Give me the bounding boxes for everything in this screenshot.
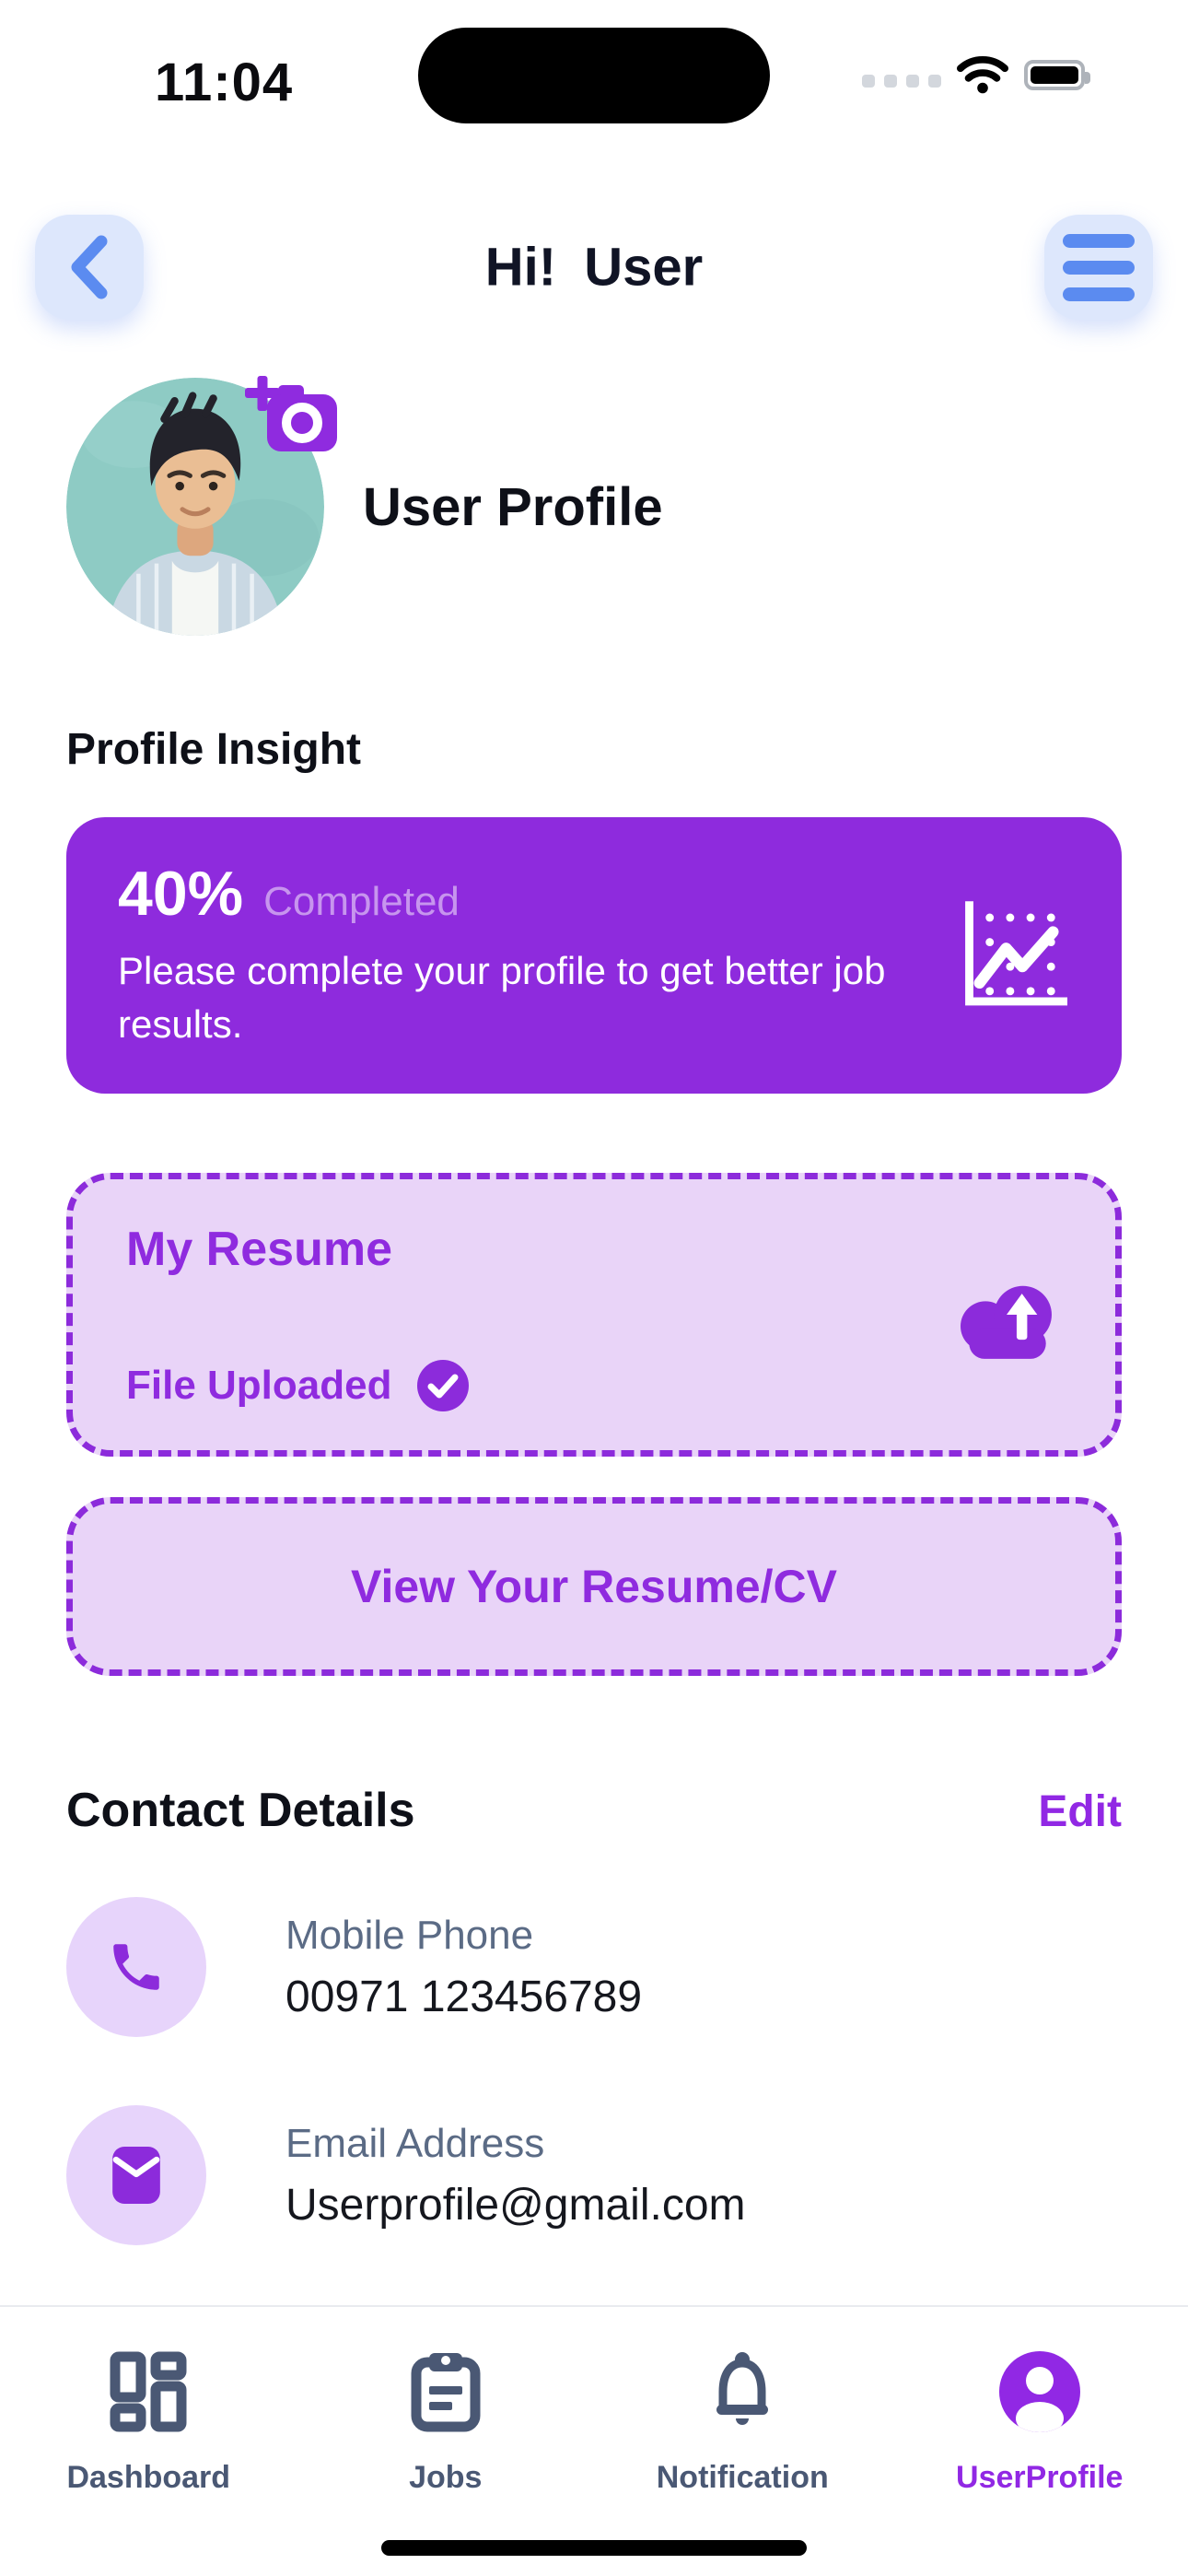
contact-heading: Contact Details — [66, 1784, 415, 1837]
email-icon — [112, 2147, 160, 2204]
nav-item-notification[interactable]: Notification — [594, 2307, 891, 2576]
insight-progress: 40% Completed — [118, 858, 1070, 930]
menu-button[interactable] — [1044, 215, 1153, 320]
profile-section-title: User Profile — [363, 476, 663, 537]
file-status-row: File Uploaded — [126, 1358, 471, 1413]
contact-label-phone: Mobile Phone — [285, 1912, 534, 1958]
contact-value-email: Userprofile@gmail.com — [285, 2180, 746, 2230]
nav-item-userprofile[interactable]: UserProfile — [891, 2307, 1188, 2576]
nav-label-dashboard: Dashboard — [66, 2460, 231, 2495]
insight-percent: 40% — [118, 859, 244, 929]
phone-icon — [113, 1944, 159, 1990]
jobs-icon — [411, 2353, 481, 2432]
view-resume-button[interactable]: View Your Resume/CV — [66, 1497, 1122, 1676]
notification-icon — [716, 2352, 769, 2425]
status-time: 11:04 — [155, 53, 294, 112]
user-profile-icon — [998, 2351, 1080, 2432]
contact-row-email: Email Address Userprofile@gmail.com — [66, 2105, 1122, 2245]
profile-header: User Profile — [66, 376, 1122, 636]
file-uploaded-label: File Uploaded — [126, 1363, 392, 1408]
avatar-wrap — [66, 376, 337, 636]
cellular-signal-icon — [862, 75, 941, 88]
contact-row-phone: Mobile Phone 00971 123456789 — [66, 1897, 1122, 2037]
email-icon-bubble — [66, 2105, 206, 2245]
insight-card: 40% Completed Please complete your profi… — [66, 817, 1122, 1094]
wifi-icon — [956, 55, 1009, 94]
contact-text-phone: Mobile Phone 00971 123456789 — [285, 1913, 642, 2022]
home-indicator[interactable] — [381, 2540, 807, 2556]
contact-label-email: Email Address — [285, 2120, 545, 2166]
check-circle-icon — [417, 1360, 470, 1411]
contact-value-phone: 00971 123456789 — [285, 1972, 643, 2021]
edit-contact-link[interactable]: Edit — [1038, 1787, 1122, 1836]
nav-label-userprofile: UserProfile — [956, 2460, 1124, 2495]
insight-percent-label: Completed — [263, 879, 460, 924]
nav-item-dashboard[interactable]: Dashboard — [0, 2307, 297, 2576]
back-button[interactable] — [35, 215, 144, 320]
page-title: Hi! User — [484, 237, 704, 298]
insight-message: Please complete your profile to get bett… — [118, 949, 886, 1046]
phone-icon-bubble — [66, 1897, 206, 2037]
insight-heading: Profile Insight — [66, 725, 362, 774]
chevron-left-icon — [71, 235, 108, 299]
view-resume-label: View Your Resume/CV — [351, 1561, 837, 1612]
resume-upload-card[interactable]: My Resume File Uploaded — [66, 1173, 1122, 1457]
battery-icon — [1024, 59, 1090, 90]
contact-header: Contact Details Edit — [66, 1783, 1122, 1838]
resume-card-title: My Resume — [126, 1223, 392, 1276]
status-bar: 11:04 — [0, 0, 1188, 129]
dynamic-island — [418, 28, 770, 123]
status-icons — [862, 53, 1090, 96]
header: Hi! User — [35, 214, 1153, 321]
contact-text-email: Email Address Userprofile@gmail.com — [285, 2121, 746, 2231]
add-photo-camera-icon[interactable] — [243, 369, 339, 457]
nav-item-jobs[interactable]: Jobs — [297, 2307, 595, 2576]
bottom-nav: Dashboard Jobs Notification Use — [0, 2305, 1188, 2576]
nav-label-notification: Notification — [656, 2460, 829, 2495]
hamburger-icon — [1063, 233, 1135, 301]
line-chart-icon — [965, 901, 1067, 1006]
cloud-upload-icon — [961, 1285, 1052, 1359]
dashboard-icon — [110, 2351, 187, 2432]
nav-label-jobs: Jobs — [409, 2460, 483, 2495]
